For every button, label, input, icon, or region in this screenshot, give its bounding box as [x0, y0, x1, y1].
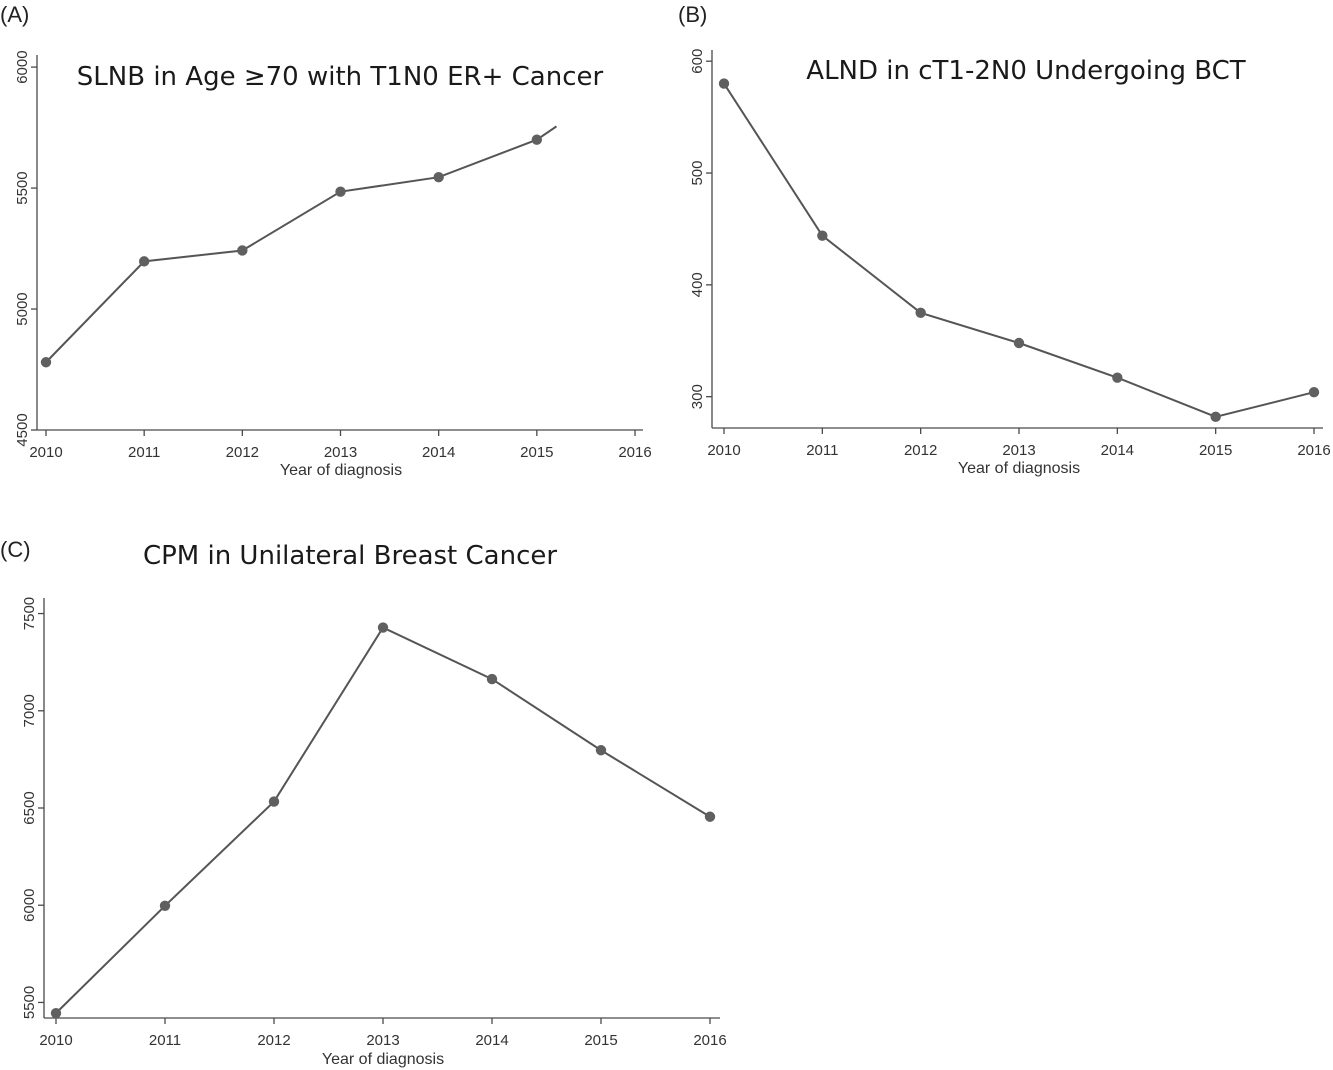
plot-area-c: 5500 6000 6500 7000 7500 2010 2011 2012 2013 2014…	[21, 597, 727, 1049]
data-point-c	[377, 622, 389, 633]
data-point-b	[718, 78, 730, 89]
x-tick-label-c: 2013	[366, 1032, 399, 1049]
plot-area-a: 4500 5000 5500 6000 2010 2011 2012 2013 2014 2015…	[14, 50, 652, 461]
data-point-a	[433, 171, 444, 183]
panel-label-a: (A)	[0, 2, 29, 27]
y-tick-label-b: 400	[689, 272, 706, 297]
panel-label-b: (B)	[678, 2, 707, 27]
x-tick-label-a: 2012	[226, 444, 259, 461]
x-tick-label-c: 2010	[39, 1032, 72, 1049]
y-tick-label-c: 6500	[21, 791, 38, 824]
x-tick-label-b: 2015	[1199, 442, 1232, 459]
x-tick-label-b: 2011	[806, 442, 838, 459]
x-tick-label-c: 2014	[475, 1032, 508, 1049]
x-tick-label-c: 2015	[584, 1032, 617, 1049]
data-point-c	[268, 796, 280, 807]
data-point-a	[40, 357, 52, 368]
x-tick-label-c: 2012	[257, 1032, 290, 1049]
chart-panel-a: (A) SLNB in Age ≥70 with T1N0 ER+ Cancer…	[0, 2, 652, 479]
series-line-a	[45, 125, 558, 363]
x-tick-label-c: 2011	[149, 1032, 181, 1049]
x-tick-label-a: 2010	[29, 444, 62, 461]
x-tick-label-b: 2012	[904, 442, 937, 459]
y-tick-label-b: 300	[689, 384, 706, 409]
x-axis-title-b: Year of diagnosis	[958, 460, 1080, 477]
x-axis-title-c: Year of diagnosis	[322, 1051, 444, 1068]
panel-label-c: (C)	[0, 537, 31, 562]
data-point-c	[159, 900, 171, 912]
data-point-c	[486, 673, 498, 685]
chart-panel-b: (B) ALND in cT1-2N0 Undergoing BCT 300 40…	[678, 2, 1331, 477]
x-tick-label-b: 2016	[1297, 442, 1330, 459]
x-tick-label-a: 2016	[618, 444, 651, 461]
data-point-a	[335, 186, 346, 197]
y-tick-label-a: 5500	[14, 171, 31, 204]
x-tick-label-a: 2014	[422, 444, 455, 461]
y-tick-label-c: 7000	[21, 694, 38, 727]
y-tick-label-c: 5500	[21, 986, 38, 1019]
data-point-a	[138, 256, 150, 267]
x-tick-label-b: 2010	[707, 442, 740, 459]
x-tick-label-a: 2015	[520, 444, 553, 461]
data-point-b	[1112, 372, 1123, 383]
data-point-c	[595, 745, 607, 756]
series-line-c	[55, 626, 711, 1014]
chart-panel-c: (C) CPM in Unilateral Breast Cancer 5500…	[0, 537, 727, 1068]
data-point-c	[50, 1007, 62, 1019]
chart-title-a: SLNB in Age ≥70 with T1N0 ER+ Cancer	[77, 62, 604, 92]
data-point-b	[915, 307, 926, 319]
y-tick-label-a: 5000	[14, 292, 31, 325]
data-point-b	[817, 230, 828, 241]
chart-title-b: ALND in cT1-2N0 Undergoing BCT	[806, 56, 1246, 86]
data-point-a	[237, 245, 248, 256]
x-tick-label-a: 2011	[128, 444, 160, 461]
data-point-b	[1013, 337, 1025, 349]
x-axis-title-a: Year of diagnosis	[280, 462, 402, 479]
plot-area-b: 300 400 500 600 2010 2011 2012 2013 2014 2015 2016	[689, 49, 1331, 459]
data-point-b	[1210, 411, 1221, 423]
chart-title-c: CPM in Unilateral Breast Cancer	[143, 541, 557, 571]
data-point-c	[704, 811, 716, 822]
x-tick-label-b: 2013	[1002, 442, 1035, 459]
y-tick-label-c: 6000	[21, 889, 38, 922]
y-tick-label-a: 4500	[14, 413, 31, 446]
x-tick-label-c: 2016	[693, 1032, 726, 1049]
y-tick-label-b: 600	[689, 49, 706, 74]
y-tick-label-b: 500	[689, 161, 706, 186]
y-tick-label-c: 7500	[21, 597, 38, 630]
data-point-a	[531, 134, 543, 145]
series-line-b	[723, 83, 1315, 418]
x-tick-label-a: 2013	[324, 444, 357, 461]
data-point-b	[1308, 387, 1320, 398]
y-tick-label-a: 6000	[14, 50, 31, 83]
x-tick-label-b: 2014	[1101, 442, 1134, 459]
